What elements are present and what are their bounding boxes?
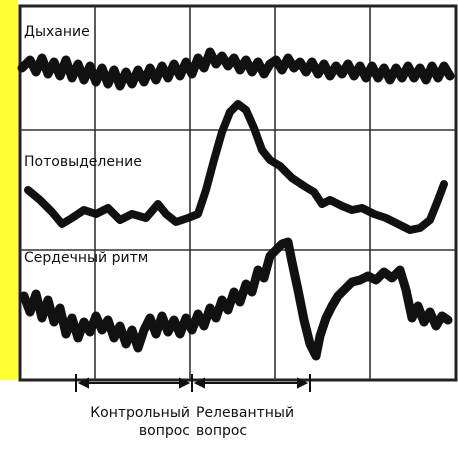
relevant-caption-line2: вопрос (196, 423, 248, 439)
control-caption-line2: вопрос (138, 423, 190, 439)
control-arrow-right (179, 377, 191, 389)
horizontal-grid (20, 129, 456, 251)
chart-frame (18, 4, 458, 382)
breathing-trace (17, 47, 455, 91)
channel-label-breathing: Дыхание (24, 24, 90, 40)
channel-label-sweating: Потовыделение (24, 154, 142, 170)
sweating-trace (24, 100, 448, 234)
yellow-accent-bar (0, 0, 18, 380)
relevant-caption-line1: Релевантный (196, 405, 295, 421)
control-caption-line1: Контрольный (90, 405, 190, 421)
relevant-arrow-left (193, 377, 205, 389)
relevant-question-caption: Релевантный вопрос (196, 404, 356, 440)
control-arrow-left (77, 377, 89, 389)
relevant-arrow-right (297, 377, 309, 389)
heart-rate-trace (19, 237, 453, 361)
interval-brackets (75, 374, 311, 392)
channel-label-heart-rate: Сердечный ритм (24, 250, 148, 266)
control-question-caption: Контрольный вопрос (40, 404, 190, 440)
